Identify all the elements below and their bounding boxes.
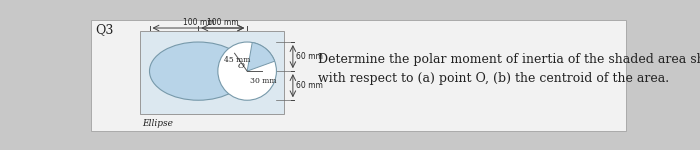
Wedge shape (247, 42, 274, 71)
Text: Ellipse: Ellipse (141, 119, 173, 128)
Text: 30 mm: 30 mm (250, 76, 276, 84)
FancyBboxPatch shape (92, 20, 626, 131)
Text: 60 mm: 60 mm (296, 52, 323, 61)
Text: O: O (237, 62, 244, 70)
Text: 45 mm: 45 mm (224, 56, 251, 64)
FancyBboxPatch shape (140, 31, 284, 114)
Text: Determine the polar moment of inertia of the shaded area shown
with respect to (: Determine the polar moment of inertia of… (318, 53, 700, 85)
Text: 100 mm: 100 mm (207, 18, 239, 27)
Text: 60 mm: 60 mm (296, 81, 323, 90)
Ellipse shape (150, 42, 247, 100)
Text: 100 mm: 100 mm (183, 18, 214, 27)
Text: Q3: Q3 (95, 23, 113, 36)
Circle shape (218, 42, 276, 100)
